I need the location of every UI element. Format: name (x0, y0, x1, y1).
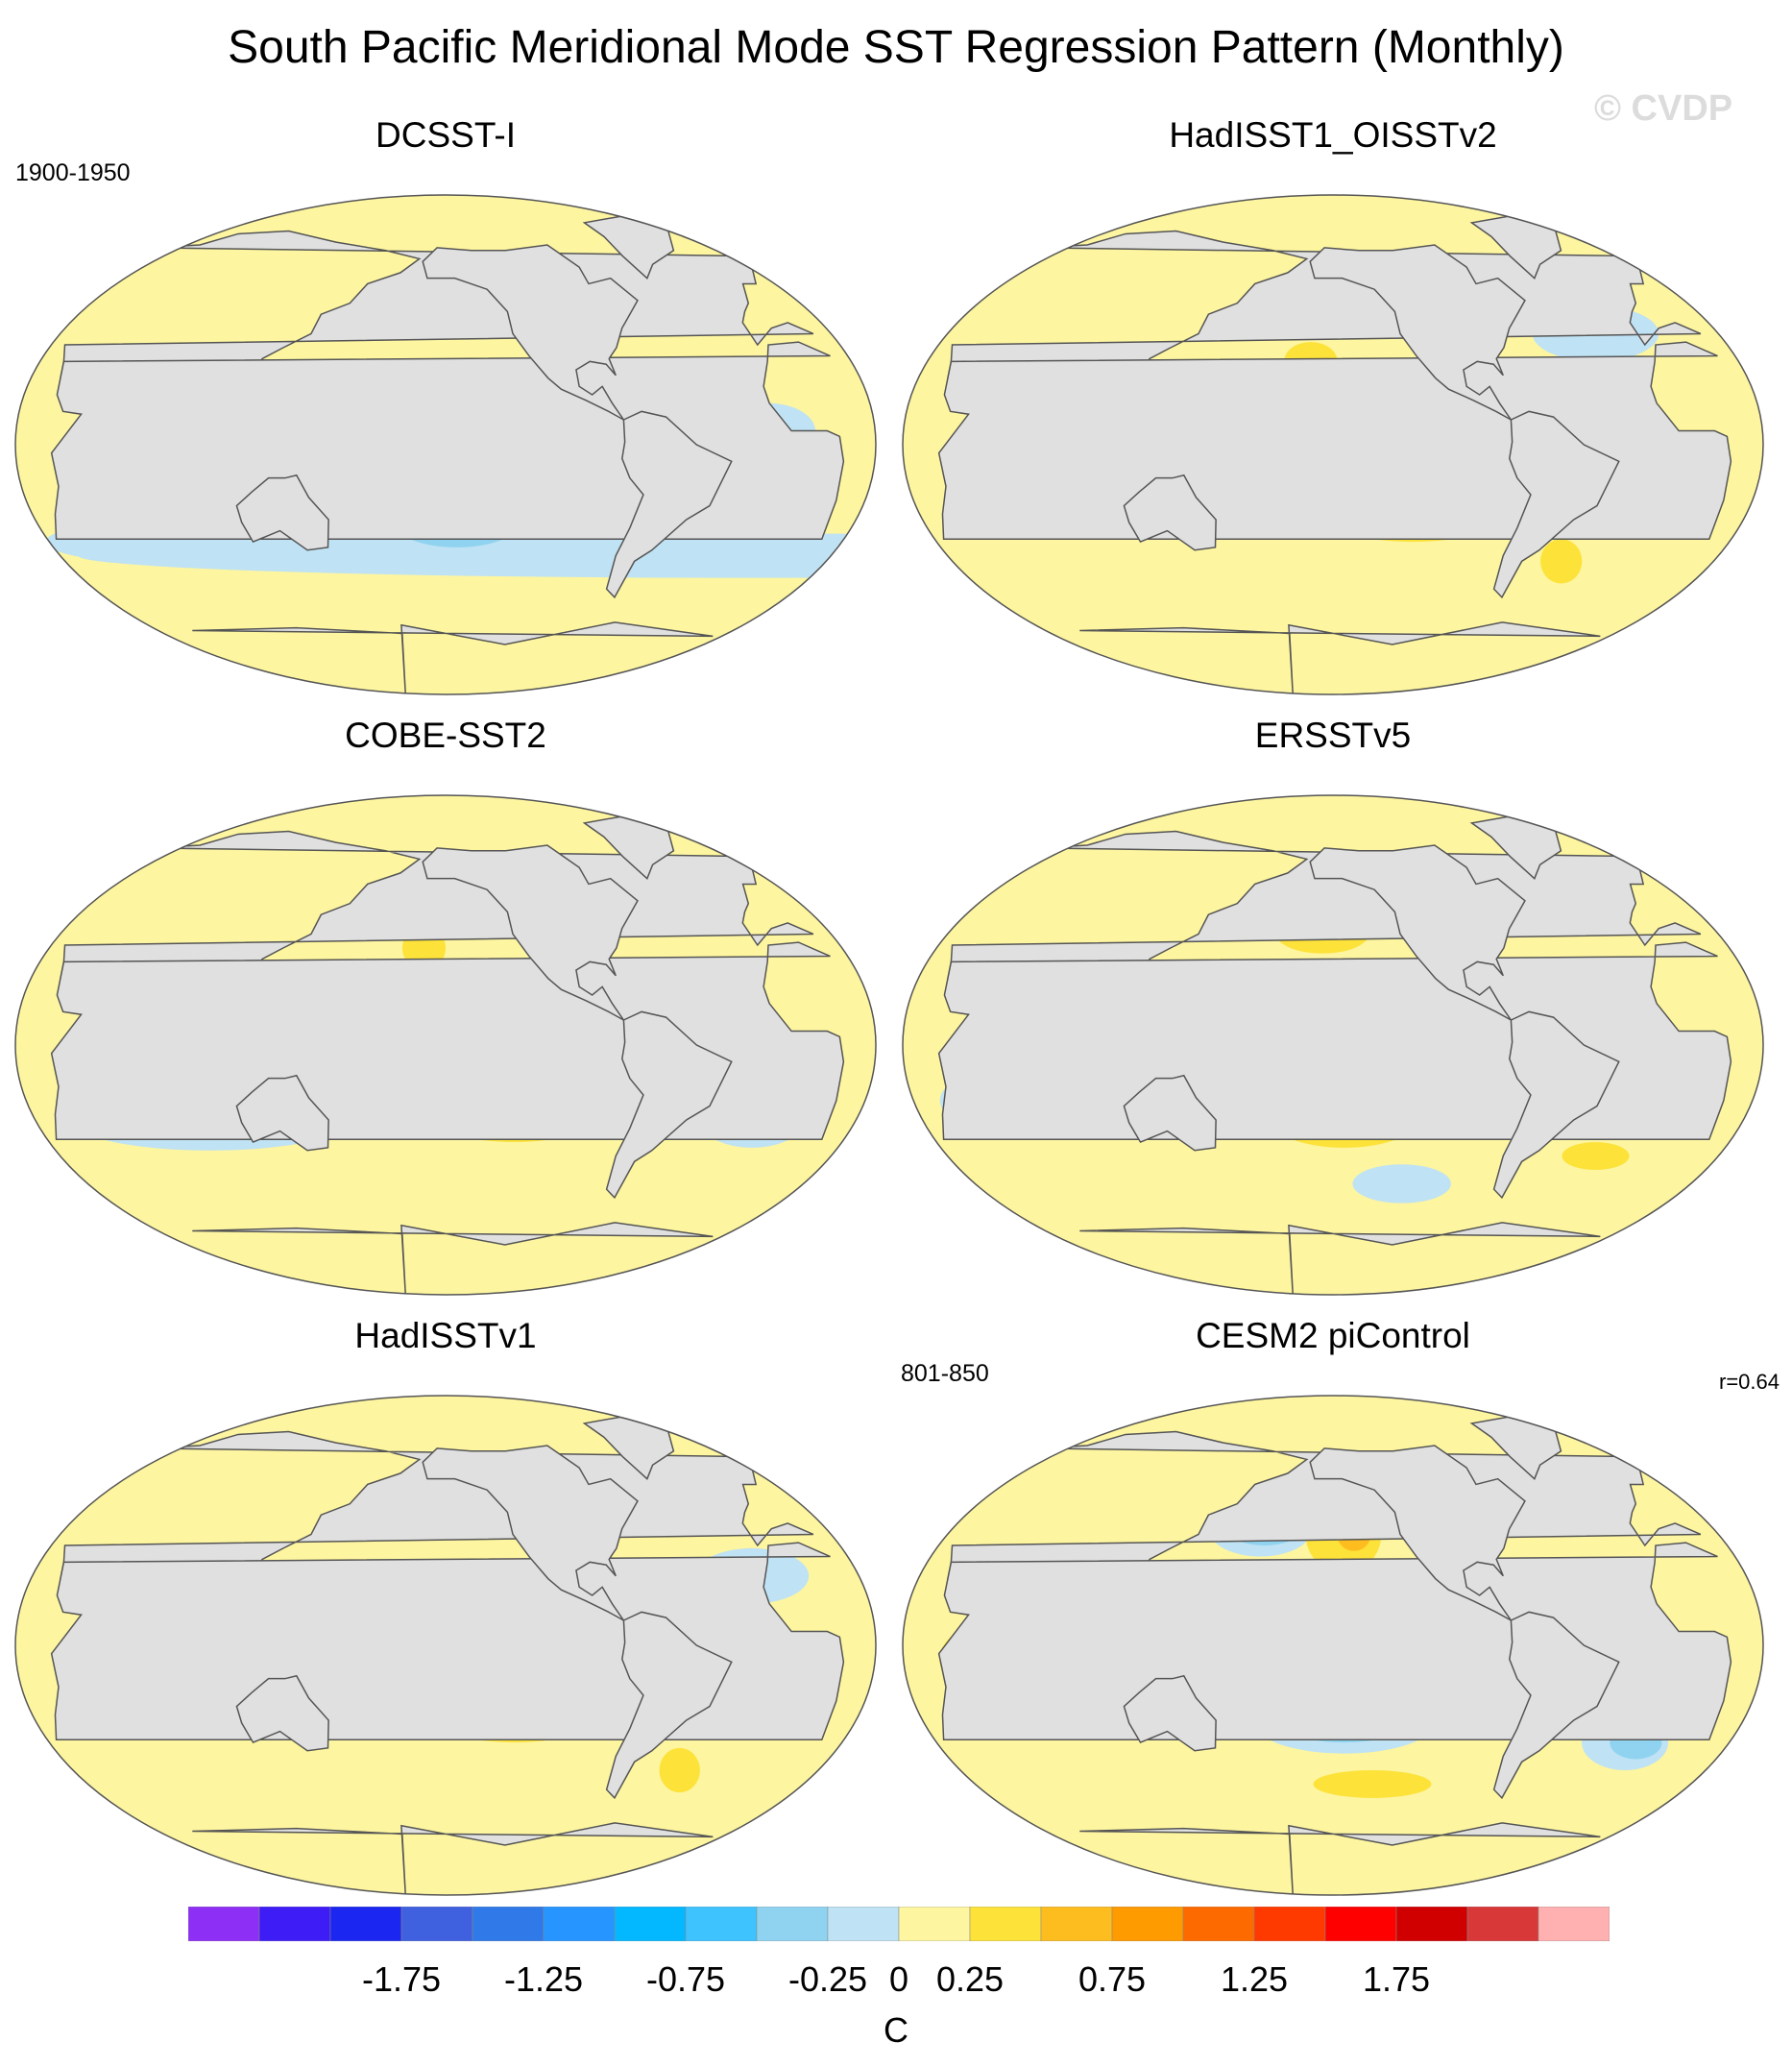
map-hadisst1-oisstv2 (902, 194, 1764, 695)
colorbar-swatch (756, 1907, 829, 1941)
colorbar-tick-label: -0.75 (645, 1959, 726, 1999)
land-s-america (605, 410, 733, 599)
panel-cobe-sst2: COBE-SST2 (4, 716, 887, 1296)
colorbar-swatch (969, 1907, 1042, 1941)
land-n-america (1309, 1445, 1526, 1621)
land-antarctica (1079, 1222, 1601, 1295)
panel-hadisstv1: HadISSTv1 (4, 1316, 887, 1896)
globe-outline (902, 1395, 1764, 1896)
panel-ersstv5: ERSSTv5 (891, 716, 1775, 1296)
land-s-america (1492, 410, 1620, 599)
colorbar-swatch (1324, 1907, 1397, 1941)
land-antarctica (192, 1822, 714, 1895)
anomaly-contour (1313, 1770, 1432, 1798)
land-antarctica (1079, 621, 1601, 694)
land-antarctica (192, 621, 714, 694)
land-antarctica (192, 1222, 714, 1295)
land-n-america (422, 844, 639, 1021)
land-africa (50, 1542, 845, 1740)
anomaly-contour (1540, 539, 1583, 584)
anomaly-contour (1562, 1142, 1630, 1170)
land-australia (1123, 1074, 1217, 1152)
land-australia (1123, 1674, 1217, 1752)
land-africa (937, 1542, 1732, 1740)
land-africa (937, 941, 1732, 1140)
land-africa (50, 941, 845, 1140)
land-s-america (605, 1611, 733, 1800)
colorbar-unit: C (884, 2010, 908, 2050)
colorbar-swatch (1111, 1907, 1184, 1941)
panel-title: HadISSTv1 (354, 1316, 537, 1355)
colorbar-swatch (258, 1907, 331, 1941)
globe-outline (14, 794, 877, 1296)
anomaly-contour (1352, 1164, 1451, 1204)
watermark: © CVDP (1594, 88, 1733, 129)
colorbar-swatch (1182, 1907, 1255, 1941)
colorbar-tick-label: -0.25 (787, 1959, 868, 1999)
land-antarctica (1079, 1822, 1601, 1895)
panel-cesm2-picontrol: CESM2 piControl (891, 1316, 1775, 1896)
map-ersstv5 (902, 794, 1764, 1296)
land-australia (235, 474, 329, 551)
globe-outline (902, 794, 1764, 1296)
colorbar-swatch (400, 1907, 473, 1941)
colorbar-tick-label: 0 (888, 1959, 909, 1999)
panel-hadisst1-oisstv2: HadISST1_OISSTv2 (891, 115, 1775, 695)
page-title: South Pacific Meridional Mode SST Regres… (228, 22, 1564, 73)
globe-outline (14, 1395, 877, 1896)
land-n-america (422, 1445, 639, 1621)
land-africa (50, 341, 845, 540)
panel-title: HadISST1_OISSTv2 (1169, 115, 1497, 155)
land-australia (235, 1674, 329, 1752)
map-hadisstv1 (14, 1395, 877, 1896)
land-n-america (1309, 844, 1526, 1021)
land-s-america (1492, 1611, 1620, 1800)
anomaly-contour (659, 1747, 700, 1793)
land-n-america (1309, 244, 1526, 421)
period-label: 801-850 (901, 1360, 989, 1387)
colorbar-swatch (1253, 1907, 1326, 1941)
colorbar-swatch (472, 1907, 545, 1941)
colorbar-swatch (1040, 1907, 1113, 1941)
panel-title: COBE-SST2 (345, 716, 546, 755)
map-cesm2-picontrol (902, 1395, 1764, 1896)
colorbar-tick-label: 0.25 (935, 1959, 1005, 1999)
period-label: 1900-1950 (15, 159, 131, 186)
colorbar-tick-label: 1.25 (1220, 1959, 1289, 1999)
colorbar-swatch (614, 1907, 687, 1941)
land-s-america (605, 1010, 733, 1200)
colorbar-tick-label: 0.75 (1078, 1959, 1147, 1999)
colorbar-swatch (827, 1907, 900, 1941)
correlation-label: r=0.64 (1719, 1370, 1780, 1394)
panel-title: ERSSTv5 (1254, 716, 1412, 755)
land-australia (1123, 474, 1217, 551)
colorbar-swatch (898, 1907, 971, 1941)
land-africa (937, 341, 1732, 540)
panel-dcsst-i: DCSST-I (4, 115, 887, 695)
globe-outline (14, 194, 877, 695)
land-australia (235, 1074, 329, 1152)
land-n-america (422, 244, 639, 421)
panel-title: DCSST-I (375, 115, 516, 155)
panel-title: CESM2 piControl (1196, 1316, 1470, 1355)
colorbar (188, 1907, 1610, 1941)
map-dcsst-i (14, 194, 877, 695)
colorbar-swatch (685, 1907, 758, 1941)
colorbar-swatch (1466, 1907, 1539, 1941)
colorbar-swatch (1395, 1907, 1468, 1941)
land-s-america (1492, 1010, 1620, 1200)
colorbar-tick-label: -1.25 (503, 1959, 584, 1999)
colorbar-swatch (1538, 1907, 1610, 1941)
colorbar-tick-label: -1.75 (361, 1959, 442, 1999)
globe-outline (902, 194, 1764, 695)
colorbar-swatch (543, 1907, 616, 1941)
colorbar-tick-label: 1.75 (1362, 1959, 1431, 1999)
colorbar-swatch (329, 1907, 402, 1941)
colorbar-swatch (188, 1907, 260, 1941)
map-cobe-sst2 (14, 794, 877, 1296)
